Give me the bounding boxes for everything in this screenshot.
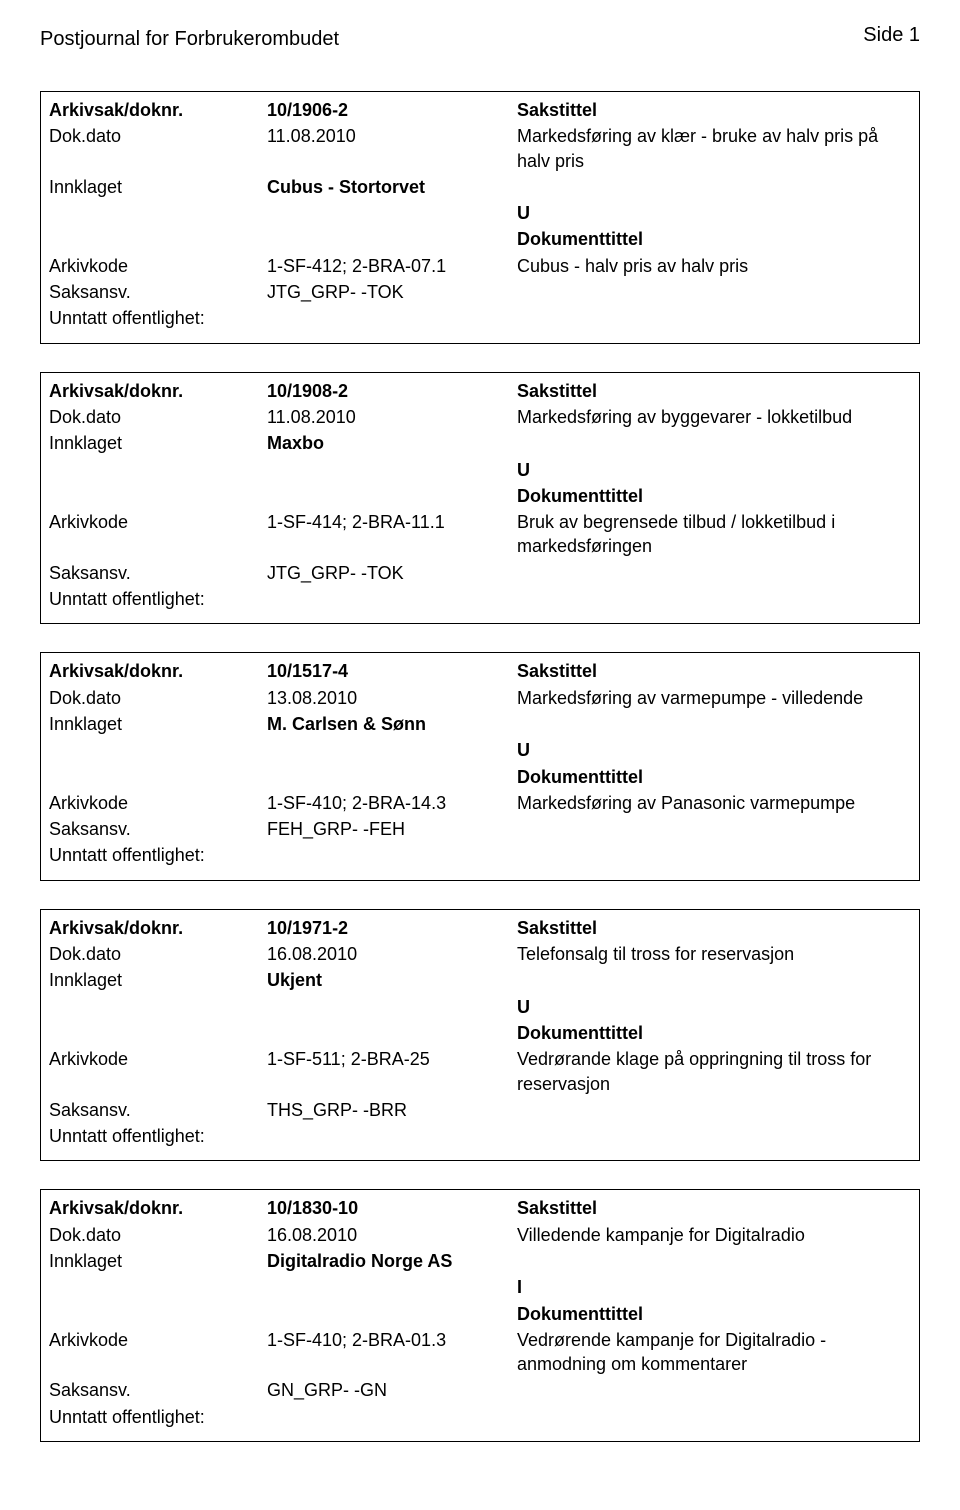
dokdato-value: 16.08.2010: [267, 1223, 517, 1247]
sakstittel-value: Markedsføring av varmepumpe - villedende: [517, 686, 911, 710]
sakstittel-label: Sakstittel: [517, 916, 911, 940]
saksansv-value: GN_GRP- -GN: [267, 1378, 517, 1402]
innklaget-label: Innklaget: [49, 431, 267, 455]
records-container: Arkivsak/doknr.10/1906-2SakstittelDok.da…: [40, 91, 920, 1442]
sakstittel-value: Markedsføring av klær - bruke av halv pr…: [517, 124, 911, 173]
saksansv-label: Saksansv.: [49, 561, 267, 585]
innklaget-value: Ukjent: [267, 968, 517, 992]
unntatt-label: Unntatt offentlighet:: [49, 587, 267, 611]
dokdato-value: 16.08.2010: [267, 942, 517, 966]
dokdato-value: 11.08.2010: [267, 124, 517, 148]
arkivkode-label: Arkivkode: [49, 1047, 267, 1071]
record: Arkivsak/doknr.10/1908-2Sakstittel Dok.da…: [40, 372, 920, 625]
dokdato-value: 13.08.2010: [267, 686, 517, 710]
dokumenttittel-label: Dokumenttittel: [517, 1021, 911, 1045]
page: Postjournal for Forbrukerombudet Side 1 …: [0, 0, 960, 1510]
sakstittel-label: Sakstittel: [517, 1196, 911, 1220]
arkivkode-label: Arkivkode: [49, 510, 267, 534]
saksansv-value: JTG_GRP- -TOK: [267, 561, 517, 585]
dokdato-value: 11.08.2010: [267, 405, 517, 429]
arkivsak-label: Arkivsak/doknr.: [49, 1196, 267, 1220]
doknr-value: 10/1908-2: [267, 379, 517, 403]
unntatt-label: Unntatt offentlighet:: [49, 1124, 267, 1148]
saksansv-value: THS_GRP- -BRR: [267, 1098, 517, 1122]
innklaget-label: Innklaget: [49, 175, 267, 199]
dokumenttittel-value: Vedrørande klage på oppringning til tros…: [517, 1047, 911, 1096]
arkivkode-label: Arkivkode: [49, 254, 267, 278]
unntatt-label: Unntatt offentlighet:: [49, 1405, 267, 1429]
arkivkode-label: Arkivkode: [49, 791, 267, 815]
record: Arkivsak/doknr.10/1971-2Sakstittel Dok.da…: [40, 909, 920, 1162]
sakstittel-label: Sakstittel: [517, 379, 911, 403]
dokumenttittel-label: Dokumenttittel: [517, 765, 911, 789]
dokumenttittel-label: Dokumenttittel: [517, 227, 911, 251]
page-number: Side 1: [863, 24, 920, 47]
saksansv-label: Saksansv.: [49, 280, 267, 304]
record: Arkivsak/doknr.10/1830-10Sakstittel Dok.d…: [40, 1189, 920, 1442]
sakstittel-label: Sakstittel: [517, 98, 911, 122]
saksansv-label: Saksansv.: [49, 1378, 267, 1402]
journal-title: Postjournal for Forbrukerombudet: [40, 28, 339, 51]
doc-letter: U: [517, 201, 911, 225]
doc-letter: U: [517, 458, 911, 482]
innklaget-label: Innklaget: [49, 968, 267, 992]
doknr-value: 10/1971-2: [267, 916, 517, 940]
arkivkode-value: 1-SF-511; 2-BRA-25: [267, 1047, 517, 1071]
sakstittel-value: Markedsføring av byggevarer - lokketilbu…: [517, 405, 911, 429]
arkivkode-value: 1-SF-410; 2-BRA-14.3: [267, 791, 517, 815]
unntatt-label: Unntatt offentlighet:: [49, 306, 267, 330]
arkivsak-label: Arkivsak/doknr.: [49, 379, 267, 403]
doknr-value: 10/1830-10: [267, 1196, 517, 1220]
arkivkode-label: Arkivkode: [49, 1328, 267, 1352]
dokumenttittel-label: Dokumenttittel: [517, 1302, 911, 1326]
dokdato-label: Dok.dato: [49, 405, 267, 429]
saksansv-label: Saksansv.: [49, 1098, 267, 1122]
doc-letter: U: [517, 738, 911, 762]
innklaget-value: M. Carlsen & Sønn: [267, 712, 517, 736]
saksansv-value: JTG_GRP- -TOK: [267, 280, 517, 304]
innklaget-label: Innklaget: [49, 1249, 267, 1273]
unntatt-label: Unntatt offentlighet:: [49, 843, 267, 867]
sakstittel-value: Villedende kampanje for Digitalradio: [517, 1223, 911, 1247]
arkivsak-label: Arkivsak/doknr.: [49, 98, 267, 122]
record: Arkivsak/doknr.10/1517-4Sakstittel Dok.da…: [40, 652, 920, 880]
sakstittel-label: Sakstittel: [517, 659, 911, 683]
dokdato-label: Dok.dato: [49, 1223, 267, 1247]
arkivkode-value: 1-SF-410; 2-BRA-01.3: [267, 1328, 517, 1352]
innklaget-value: Maxbo: [267, 431, 517, 455]
dokumenttittel-value: Vedrørende kampanje for Digitalradio - a…: [517, 1328, 911, 1377]
doc-letter: I: [517, 1275, 911, 1299]
dokumenttittel-value: Bruk av begrensede tilbud / lokketilbud …: [517, 510, 911, 559]
arkivsak-label: Arkivsak/doknr.: [49, 659, 267, 683]
innklaget-label: Innklaget: [49, 712, 267, 736]
doknr-value: 10/1906-2: [267, 98, 517, 122]
arkivkode-value: 1-SF-412; 2-BRA-07.1: [267, 254, 517, 278]
saksansv-label: Saksansv.: [49, 817, 267, 841]
dokdato-label: Dok.dato: [49, 124, 267, 148]
page-header: Postjournal for Forbrukerombudet Side 1: [40, 28, 920, 51]
dokumenttittel-value: Markedsføring av Panasonic varmepumpe: [517, 791, 911, 815]
dokdato-label: Dok.dato: [49, 686, 267, 710]
saksansv-value: FEH_GRP- -FEH: [267, 817, 517, 841]
record: Arkivsak/doknr.10/1906-2Sakstittel Dok.da…: [40, 91, 920, 344]
dokdato-label: Dok.dato: [49, 942, 267, 966]
dokumenttittel-value: Cubus - halv pris av halv pris: [517, 254, 911, 278]
innklaget-value: Cubus - Stortorvet: [267, 175, 517, 199]
arkivsak-label: Arkivsak/doknr.: [49, 916, 267, 940]
arkivkode-value: 1-SF-414; 2-BRA-11.1: [267, 510, 517, 534]
dokumenttittel-label: Dokumenttittel: [517, 484, 911, 508]
innklaget-value: Digitalradio Norge AS: [267, 1249, 517, 1273]
doc-letter: U: [517, 995, 911, 1019]
doknr-value: 10/1517-4: [267, 659, 517, 683]
sakstittel-value: Telefonsalg til tross for reservasjon: [517, 942, 911, 966]
